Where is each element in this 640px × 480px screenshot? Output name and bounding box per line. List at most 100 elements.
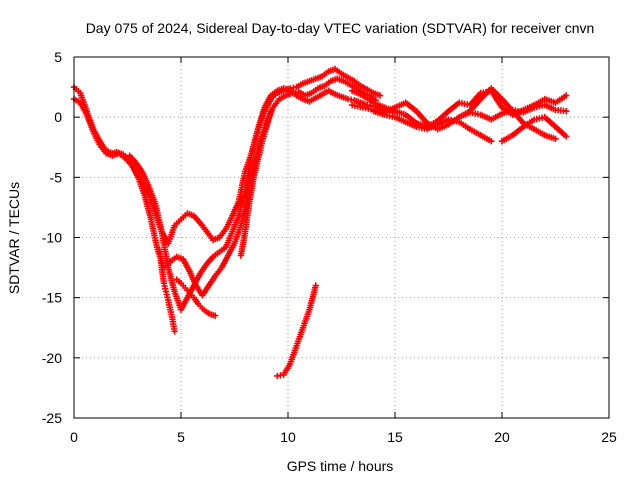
data-point — [346, 76, 350, 79]
series-markers — [70, 75, 379, 299]
data-point — [353, 99, 356, 102]
data-point — [353, 79, 356, 83]
data-point — [532, 106, 536, 109]
data-point — [351, 89, 354, 92]
data-point — [288, 89, 292, 92]
data-point — [224, 245, 228, 249]
data-point — [425, 128, 429, 131]
data-point — [214, 274, 217, 278]
data-point — [532, 118, 536, 121]
data-point — [301, 326, 305, 329]
y-tick-label: -20 — [42, 350, 62, 366]
data-point — [209, 313, 213, 316]
data-point — [85, 113, 89, 116]
data-point — [500, 97, 504, 101]
data-point — [479, 134, 482, 137]
y-tick-label: -15 — [42, 290, 62, 306]
data-point — [188, 291, 191, 295]
series-track-g — [274, 282, 319, 380]
data-point — [186, 212, 189, 215]
data-point — [175, 278, 178, 281]
data-point — [333, 67, 337, 71]
data-point — [169, 308, 172, 311]
data-point — [447, 118, 450, 121]
data-point — [468, 128, 472, 131]
data-point — [130, 164, 133, 167]
series-track-e — [237, 108, 275, 259]
data-point — [134, 161, 138, 165]
data-point — [327, 70, 330, 73]
data-point — [393, 115, 397, 119]
data-point — [184, 286, 187, 290]
data-point — [271, 106, 275, 109]
data-point — [160, 230, 163, 233]
data-point — [522, 121, 525, 125]
data-point — [218, 236, 221, 239]
data-point — [479, 97, 482, 101]
data-point — [192, 284, 196, 287]
data-point — [554, 108, 557, 112]
data-point — [214, 314, 217, 317]
data-point — [554, 125, 557, 128]
data-point — [205, 310, 208, 314]
data-point — [511, 134, 514, 137]
data-point — [179, 218, 183, 221]
data-point — [301, 82, 305, 85]
series-markers — [70, 65, 384, 247]
data-point — [308, 100, 311, 103]
x-tick-label: 15 — [387, 429, 403, 445]
data-point — [149, 218, 153, 221]
x-tick-label: 25 — [601, 429, 617, 445]
data-point — [171, 318, 174, 321]
data-point — [554, 137, 557, 141]
data-point — [263, 106, 266, 109]
data-point — [192, 296, 196, 299]
x-tick-label: 0 — [70, 429, 78, 445]
data-point — [164, 290, 168, 293]
data-point — [447, 109, 450, 113]
data-point — [308, 308, 311, 311]
data-point — [226, 254, 230, 257]
data-point — [248, 200, 251, 203]
data-point — [359, 101, 362, 104]
data-point — [404, 101, 407, 104]
data-point — [393, 106, 397, 109]
data-point — [372, 91, 375, 95]
data-point — [361, 94, 365, 97]
data-point — [201, 294, 204, 297]
data-point — [256, 158, 260, 161]
data-point — [308, 79, 311, 83]
y-tick-label: 0 — [54, 109, 62, 125]
data-point — [278, 97, 281, 101]
data-point — [511, 109, 514, 113]
data-point — [173, 290, 176, 293]
data-point — [314, 284, 318, 287]
data-point — [565, 135, 568, 138]
data-point — [415, 125, 418, 128]
data-point — [468, 109, 472, 113]
y-tick-label: -10 — [42, 230, 62, 246]
data-point — [361, 106, 365, 109]
data-point — [479, 91, 482, 95]
axis-ticks: 0 5 10 15 20 25 5 0 -5 -10 -15 -20 -25 — [42, 49, 617, 445]
data-point — [147, 185, 151, 189]
data-point — [211, 238, 215, 242]
data-point — [447, 123, 450, 126]
data-point — [166, 242, 170, 245]
data-point — [425, 121, 429, 125]
data-point — [186, 296, 189, 299]
data-point — [372, 101, 375, 104]
data-point — [543, 97, 546, 101]
data-point — [458, 120, 461, 124]
data-point — [166, 266, 170, 269]
data-point — [522, 111, 525, 114]
data-point — [500, 112, 504, 115]
data-point — [346, 97, 350, 101]
data-point — [117, 152, 121, 155]
data-point — [351, 103, 354, 107]
data-point — [490, 118, 493, 121]
data-point — [162, 282, 166, 285]
data-point — [301, 97, 305, 101]
y-tick-label: 5 — [54, 49, 62, 65]
data-point — [104, 152, 108, 155]
